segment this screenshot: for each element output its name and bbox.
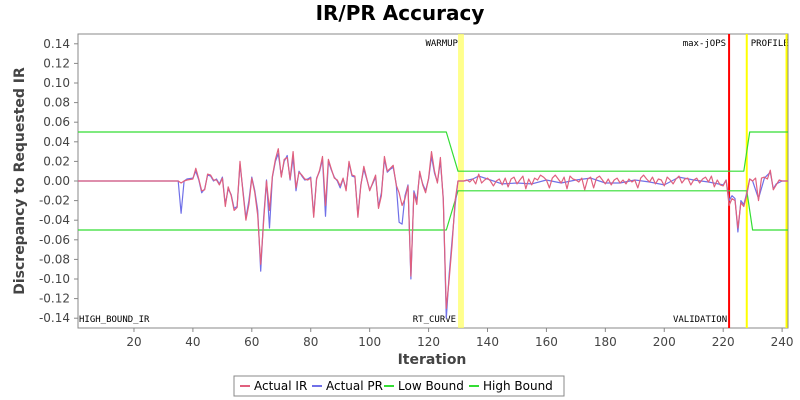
series-line-low-bound xyxy=(78,190,788,231)
y-tick-label: 0.06 xyxy=(43,115,70,129)
y-axis-label: Discrepancy to Requested IR xyxy=(12,67,28,295)
series-line-actual-ir xyxy=(78,148,788,309)
marker-label: WARMUP xyxy=(425,39,458,49)
x-tick-label: 220 xyxy=(712,335,735,349)
plot-area xyxy=(77,33,789,329)
series-lines xyxy=(78,131,788,319)
legend: Actual IR Actual PR Low Bound High Bound xyxy=(233,375,565,397)
y-tick-label: 0.02 xyxy=(43,154,70,168)
x-tick-label: 80 xyxy=(303,335,318,349)
y-tick-label: -0.08 xyxy=(39,252,70,266)
region-label: VALIDATION xyxy=(673,315,727,325)
x-tick-label: 140 xyxy=(476,335,499,349)
x-tick-label: 160 xyxy=(535,335,558,349)
y-tick-label: -0.14 xyxy=(39,311,70,325)
y-tick-label: 0.08 xyxy=(43,96,70,110)
chart-title: IR/PR Accuracy xyxy=(316,1,485,25)
marker-label: max-jOPS xyxy=(683,39,726,49)
y-tick-label: -0.12 xyxy=(39,292,70,306)
x-tick-label: 120 xyxy=(417,335,440,349)
x-axis-label: Iteration xyxy=(398,352,467,368)
y-tick-label: 0.10 xyxy=(43,76,70,90)
x-tick-label: 240 xyxy=(771,335,794,349)
x-tick-label: 100 xyxy=(358,335,381,349)
y-tick-label: -0.06 xyxy=(39,233,70,247)
legend-entry: Actual IR xyxy=(254,379,307,393)
x-axis-ticks: 20 40 60 80 100 120 140 160 180 200 220 240 xyxy=(126,328,794,349)
legend-entry: Low Bound xyxy=(398,379,464,393)
y-tick-label: -0.10 xyxy=(39,272,70,286)
x-tick-label: 200 xyxy=(653,335,676,349)
legend-box xyxy=(233,375,565,397)
region-label: RT_CURVE xyxy=(413,315,456,325)
x-tick-label: 180 xyxy=(594,335,617,349)
legend-entry: Actual PR xyxy=(326,379,383,393)
y-tick-label: 0.14 xyxy=(43,37,70,51)
y-tick-label: -0.02 xyxy=(39,194,70,208)
y-axis-ticks: -0.14 -0.12 -0.10 -0.08 -0.06 -0.04 -0.02 0.00 0… xyxy=(39,37,78,325)
y-tick-label: 0.12 xyxy=(43,56,70,70)
y-tick-label: -0.04 xyxy=(39,213,70,227)
y-tick-label: 0.04 xyxy=(43,135,70,149)
series-line-high-bound xyxy=(78,131,788,172)
x-tick-label: 20 xyxy=(126,335,141,349)
y-tick-label: 0.00 xyxy=(43,174,70,188)
x-tick-label: 60 xyxy=(244,335,259,349)
marker-label: PROFILE xyxy=(751,39,789,49)
x-tick-label: 40 xyxy=(185,335,200,349)
legend-entry: High Bound xyxy=(483,379,553,393)
region-label: HIGH_BOUND_IR xyxy=(79,315,150,325)
